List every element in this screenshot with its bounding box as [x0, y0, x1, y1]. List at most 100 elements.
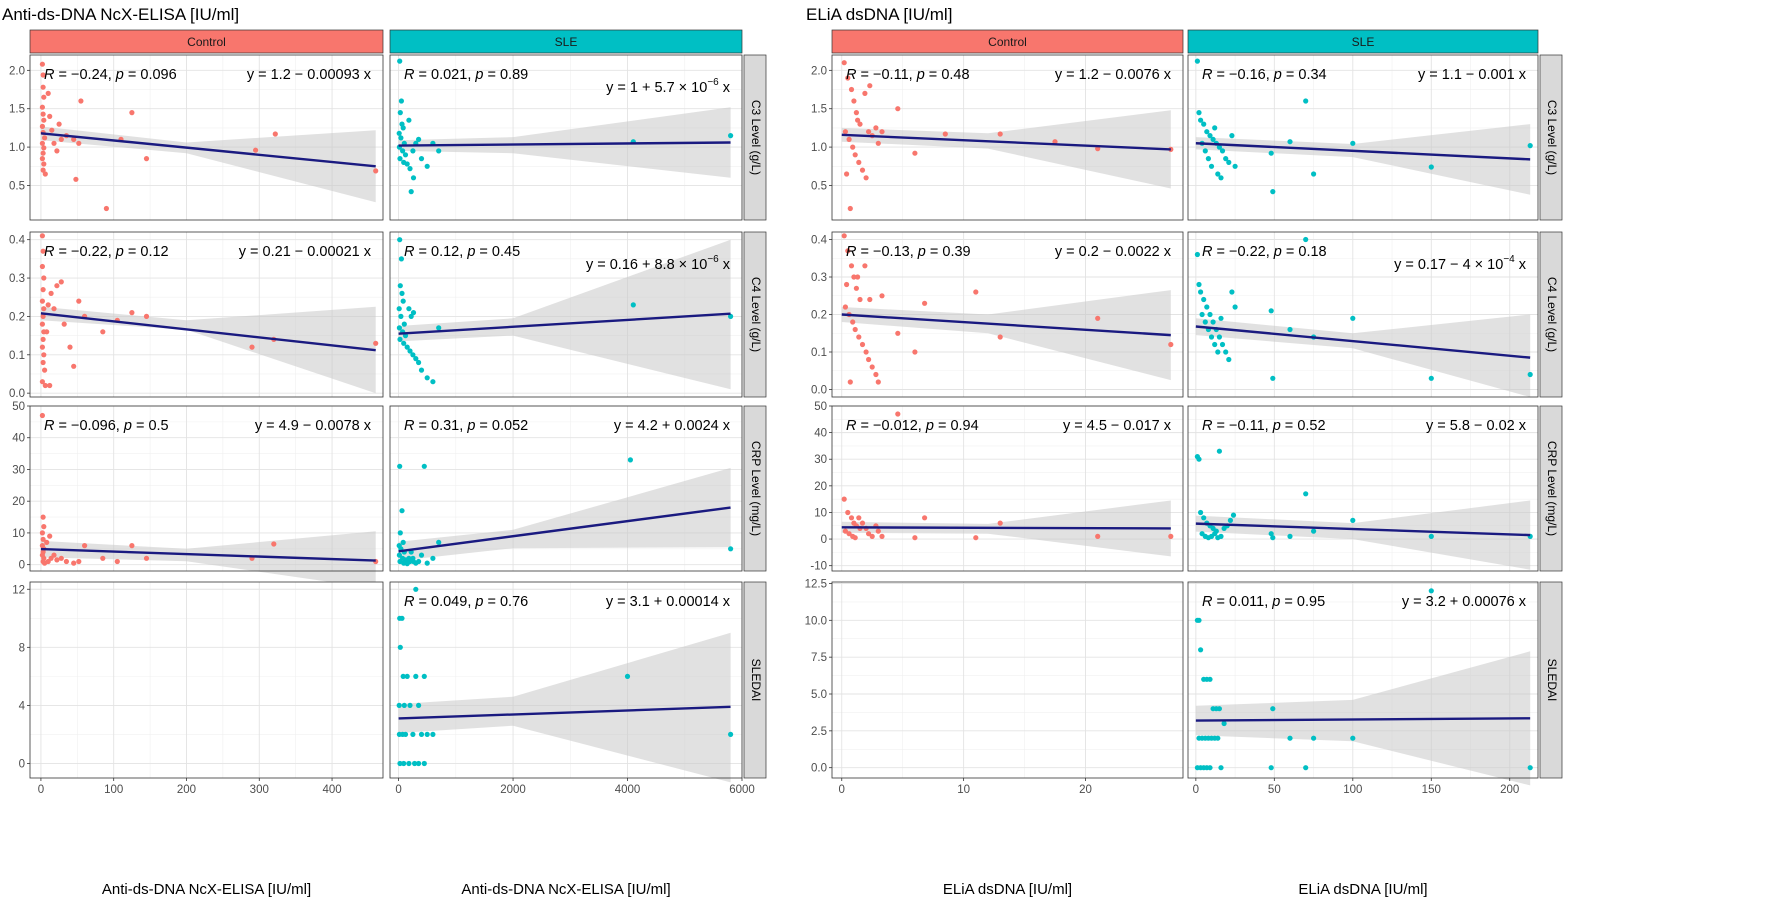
y-tick-label: 1.0	[811, 142, 827, 154]
y-tick-label: 50	[12, 401, 25, 413]
y-tick-label: 1.0	[9, 142, 25, 154]
data-point	[82, 543, 88, 549]
equation-main: y = 0.16 + 8.8 × 10	[586, 257, 707, 273]
data-point	[1311, 735, 1317, 741]
data-point	[1216, 448, 1222, 454]
panel-border	[1187, 231, 1539, 398]
r-value: −0.13	[873, 244, 910, 260]
r-value: −0.22	[1229, 244, 1266, 260]
data-point	[47, 533, 53, 539]
data-point	[39, 140, 46, 146]
r-equals: =	[54, 244, 71, 260]
panel-border	[29, 231, 384, 398]
data-point	[973, 535, 979, 541]
equation-tail: x	[1515, 257, 1527, 273]
p-symbol: p	[115, 244, 124, 260]
regression-line	[40, 312, 376, 352]
y-tick-label: 0.1	[9, 350, 25, 362]
y-tick-label: 50	[814, 401, 827, 413]
equation-main: y = 0.2 − 0.0022 x	[1055, 244, 1172, 260]
r-value: 0.12	[431, 244, 459, 260]
data-point	[1207, 765, 1213, 771]
data-point	[912, 150, 918, 156]
equation-exponent: −4	[1503, 254, 1515, 265]
confidence-band	[1195, 124, 1531, 195]
figure-title: ELiA dsDNA [IU/ml]	[806, 5, 952, 24]
y-tick-label: 0.4	[811, 235, 828, 247]
x-tick-label: 20	[1079, 784, 1092, 796]
p-symbol: p	[466, 418, 475, 434]
data-point	[397, 530, 403, 536]
data-point	[1268, 531, 1274, 537]
data-point	[413, 673, 419, 680]
equation-main: y = 5.8 − 0.02 x	[1426, 418, 1527, 434]
data-point	[397, 336, 403, 342]
facet-strip	[1539, 54, 1563, 221]
data-point	[396, 552, 402, 558]
data-point	[71, 136, 77, 142]
p-equals: =	[1282, 244, 1299, 260]
data-point	[1202, 148, 1208, 154]
data-point	[875, 528, 881, 534]
data-point	[40, 248, 46, 254]
data-point	[67, 344, 73, 350]
y-tick-label: 1.5	[811, 104, 827, 116]
p-value: 0.096	[140, 67, 176, 83]
data-point	[873, 371, 879, 378]
data-point	[869, 533, 875, 540]
panel-control-row-2: R = −0.13, p = 0.39 y = 0.2 − 0.0022 x 0.0…	[811, 231, 1184, 398]
data-point	[410, 148, 416, 154]
data-point	[1196, 110, 1202, 116]
facet-strip-label: C3 Level (g/L)	[749, 100, 763, 175]
data-point	[39, 233, 46, 239]
data-point	[866, 356, 872, 363]
data-point	[846, 136, 852, 142]
y-tick-label: 30	[814, 454, 827, 466]
data-point	[413, 586, 419, 592]
data-point	[56, 121, 62, 127]
data-point	[862, 263, 868, 269]
data-point	[42, 135, 48, 141]
y-tick-label: 0.2	[9, 311, 25, 323]
data-point	[842, 528, 849, 534]
y-tick-label: 0	[821, 534, 827, 546]
data-point	[402, 152, 409, 158]
data-point	[100, 329, 106, 335]
regression-equation: y = 4.5 − 0.017 x	[1063, 418, 1172, 434]
regression-line	[1195, 717, 1531, 722]
correlation-annotation: R = −0.13, p = 0.39	[846, 244, 971, 260]
data-point	[63, 558, 69, 565]
panel-border	[831, 581, 1184, 779]
confidence-band	[398, 107, 731, 178]
data-point	[400, 539, 406, 546]
data-point	[866, 531, 872, 537]
equation-tail: x	[719, 80, 731, 96]
data-point	[856, 515, 862, 521]
r-symbol: R	[846, 418, 857, 434]
data-point	[1270, 189, 1276, 195]
regression-equation: y = 1.2 − 0.00093 x	[247, 67, 372, 83]
p-value: 0.45	[492, 244, 520, 260]
y-tick-label: 12	[12, 584, 25, 596]
data-point	[401, 321, 407, 327]
data-point	[1196, 281, 1202, 288]
x-tick-label: 6000	[729, 784, 755, 796]
p-value: 0.5	[148, 418, 168, 434]
data-point	[1232, 304, 1238, 310]
p-equals: =	[925, 67, 942, 83]
data-point	[1194, 58, 1200, 64]
p-value: 0.95	[1297, 594, 1325, 610]
data-point	[1218, 533, 1224, 540]
data-point	[895, 411, 901, 417]
data-point	[973, 289, 979, 295]
data-point	[396, 130, 402, 136]
data-point	[1095, 315, 1101, 321]
data-point	[396, 325, 402, 331]
data-point	[39, 379, 46, 385]
facet-strip	[743, 231, 767, 398]
data-point	[54, 557, 60, 563]
r-equals: =	[1212, 594, 1229, 610]
r-equals: =	[414, 594, 431, 610]
facet-strip-label: C4 Level (g/L)	[1545, 277, 1559, 352]
